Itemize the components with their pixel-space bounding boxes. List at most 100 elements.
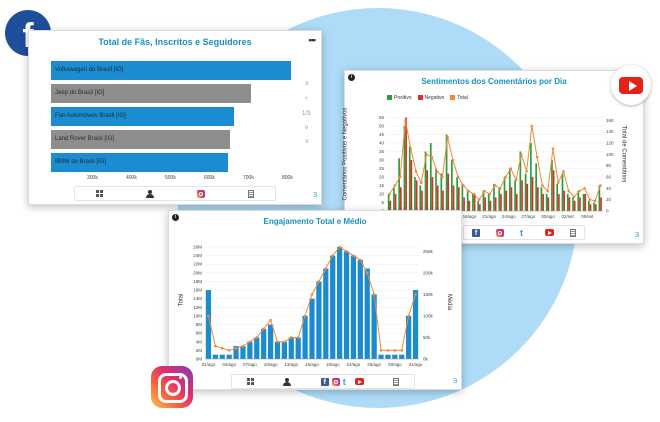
youtube-icon[interactable] xyxy=(545,229,554,236)
mean-point xyxy=(248,340,252,344)
total-bar xyxy=(267,324,274,359)
total-point xyxy=(599,184,602,187)
instagram-icon[interactable] xyxy=(196,189,205,198)
positive-bar xyxy=(493,183,495,211)
user-icon[interactable] xyxy=(283,377,292,386)
positive-bar xyxy=(487,194,490,211)
positive-bar xyxy=(545,194,548,211)
twitter-icon[interactable]: t xyxy=(520,227,523,238)
more-dots-icon[interactable]: ••• xyxy=(308,35,317,45)
grid-icon[interactable] xyxy=(246,378,254,385)
chart-bar[interactable]: Land Rover Brasil [IG] xyxy=(51,130,230,149)
total-point xyxy=(588,198,592,201)
side-control-list[interactable]: ≡ xyxy=(305,139,309,145)
y2-tick-label: 60 xyxy=(606,175,612,180)
x-tick-label: 27/ago xyxy=(521,214,535,219)
total-point xyxy=(435,170,439,173)
x-tick-label: 05/set xyxy=(581,214,594,219)
positive-bar xyxy=(519,151,522,211)
mean-point xyxy=(214,344,217,348)
chart-bar[interactable]: Fiat Automóveis Brasil [IG] xyxy=(51,107,234,126)
mean-point xyxy=(241,344,245,348)
document-icon[interactable] xyxy=(570,228,576,237)
negative-bar xyxy=(594,204,597,211)
total-bar xyxy=(343,251,350,359)
total-point xyxy=(425,153,428,156)
negative-bar xyxy=(536,187,539,211)
negative-bar xyxy=(510,187,513,211)
positive-bar xyxy=(566,194,569,211)
y2-tick-label: 100k xyxy=(423,313,434,318)
negative-bar xyxy=(442,190,444,211)
total-point xyxy=(551,147,555,150)
negative-bar xyxy=(394,194,397,211)
facebook-icon[interactable]: f xyxy=(320,377,329,386)
total-bar xyxy=(392,354,398,359)
y-tick-label: 24M xyxy=(193,253,202,258)
x-tick-label: 16/ago xyxy=(305,362,319,367)
corner-mark: Ǝ xyxy=(635,233,640,239)
side-control-up[interactable]: ^ xyxy=(305,97,308,103)
y-tick-label: 20M xyxy=(193,270,202,275)
total-bar xyxy=(309,298,315,359)
negative-bar xyxy=(484,197,486,211)
y-tick-label: 20 xyxy=(379,175,385,180)
x-tick-label: 19/ago xyxy=(326,362,340,367)
info-icon[interactable]: i xyxy=(172,214,179,221)
positive-bar xyxy=(524,173,527,211)
mean-point xyxy=(365,271,369,275)
positive-bar xyxy=(419,185,422,211)
total-bar xyxy=(226,354,232,359)
total-point xyxy=(446,136,449,139)
youtube-icon[interactable] xyxy=(354,378,364,385)
y2-tick-label: 160 xyxy=(606,118,614,123)
document-icon[interactable] xyxy=(247,189,254,198)
positive-bar xyxy=(498,187,501,211)
legend-total: Total xyxy=(450,95,468,101)
total-point xyxy=(404,119,407,122)
mean-point xyxy=(207,314,210,318)
x-tick-label: 30/ago xyxy=(541,214,555,219)
chart-bar[interactable]: Jeep do Brasil [IG] xyxy=(51,84,251,103)
y-tick-label: 25 xyxy=(379,166,385,171)
total-bar xyxy=(350,255,357,359)
total-bar xyxy=(357,259,363,359)
mean-point xyxy=(296,336,300,339)
negative-bar xyxy=(505,190,508,211)
mean-point xyxy=(345,250,348,253)
instagram-icon[interactable] xyxy=(331,377,340,386)
chart-bar[interactable]: BMW do Brasil [IG] xyxy=(51,153,228,172)
total-bar xyxy=(302,315,308,359)
negative-bar xyxy=(558,194,560,211)
total-bar xyxy=(330,255,336,359)
y-tick-label: 40 xyxy=(379,141,385,146)
instagram-icon[interactable] xyxy=(496,228,504,237)
negative-bar xyxy=(500,194,502,211)
total-bar xyxy=(247,341,253,359)
positive-bar xyxy=(577,190,580,211)
x-tick-label: 300k xyxy=(87,175,98,181)
facebook-icon[interactable]: f xyxy=(472,228,480,237)
twitter-icon[interactable]: t xyxy=(342,376,346,387)
x-tick-label: 22/ago xyxy=(347,362,361,367)
negative-bar xyxy=(463,197,465,211)
total-point xyxy=(546,189,549,193)
info-icon[interactable]: i xyxy=(348,74,355,81)
total-point xyxy=(577,189,581,193)
x-tick-label: 04/ago xyxy=(222,362,236,367)
user-icon[interactable] xyxy=(146,189,155,198)
positive-bar xyxy=(408,146,411,211)
chart-bar[interactable]: Volkswagen do Brasil [IG] xyxy=(51,61,291,80)
mean-point xyxy=(338,245,341,249)
side-control-down[interactable]: v xyxy=(305,125,308,131)
x-tick-label: 13/ago xyxy=(284,362,298,367)
negative-bar xyxy=(410,160,413,211)
document-icon[interactable] xyxy=(393,377,400,386)
positive-bar xyxy=(472,194,474,211)
positive-bar xyxy=(451,160,453,211)
total-point xyxy=(441,175,444,179)
x-tick-label: 02/set xyxy=(562,214,575,219)
total-bar xyxy=(295,337,301,359)
side-control-menu[interactable]: ≡ xyxy=(305,81,309,87)
grid-icon[interactable] xyxy=(96,190,104,197)
